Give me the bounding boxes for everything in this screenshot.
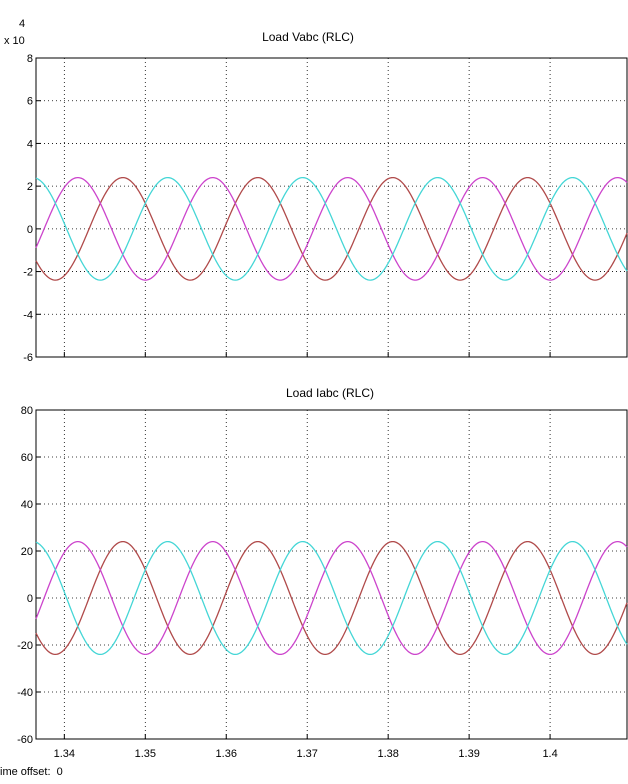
series-line-2 — [35, 540, 628, 656]
current-grid — [36, 410, 627, 739]
y-tick-label: -2 — [23, 267, 33, 279]
current-x-ticks: 1.34 1.35 1.36 1.37 1.38 1.39 1.4 — [54, 734, 558, 760]
y-tick-label: 20 — [21, 546, 33, 558]
voltage-plot-title: Load Vabc (RLC) — [262, 30, 354, 44]
y-tick-label: -40 — [17, 687, 33, 699]
x-tick-label: 1.4 — [542, 748, 557, 760]
y-tick-label: 2 — [27, 181, 33, 193]
voltage-series — [35, 176, 628, 281]
current-series — [35, 540, 628, 656]
x-tick-label: 1.39 — [458, 748, 479, 760]
x-tick-label: 1.35 — [135, 748, 156, 760]
series-line-0 — [35, 540, 628, 656]
y-tick-label: -4 — [23, 309, 33, 321]
y-tick-label: -20 — [17, 640, 33, 652]
time-offset-status: ime offset: 0 — [0, 766, 63, 778]
current-plot-area — [35, 409, 628, 740]
x-tick-label: 1.38 — [377, 748, 398, 760]
y-tick-label: 6 — [27, 96, 33, 108]
series-line-0 — [35, 176, 628, 281]
y-tick-label: -6 — [23, 352, 33, 364]
voltage-plot-area — [35, 57, 628, 358]
series-line-1 — [35, 540, 628, 656]
y-tick-label: 40 — [21, 499, 33, 511]
axes-voltage: Load Vabc (RLC) x 10 4 -6 -4 -2 0 2 4 6 8 — [4, 18, 628, 364]
y-tick-label: 80 — [21, 405, 33, 417]
current-plot-title: Load Iabc (RLC) — [286, 386, 374, 400]
x-tick-label: 1.37 — [297, 748, 318, 760]
voltage-exponent-power: 4 — [19, 18, 25, 30]
series-line-2 — [35, 176, 628, 281]
voltage-grid — [36, 58, 627, 357]
x-tick-label: 1.36 — [216, 748, 237, 760]
y-tick-label: 60 — [21, 452, 33, 464]
y-tick-label: 4 — [27, 138, 33, 150]
y-tick-label: 0 — [27, 224, 33, 236]
current-y-ticks: -60 -40 -20 0 20 40 60 80 — [17, 405, 41, 746]
x-tick-label: 1.34 — [54, 748, 75, 760]
voltage-y-ticks: -6 -4 -2 0 2 4 6 8 — [23, 53, 41, 364]
y-tick-label: -60 — [17, 734, 33, 746]
y-tick-label: 0 — [27, 593, 33, 605]
voltage-exponent-label: x 10 — [4, 35, 25, 47]
series-line-1 — [35, 176, 628, 281]
y-tick-label: 8 — [27, 53, 33, 65]
